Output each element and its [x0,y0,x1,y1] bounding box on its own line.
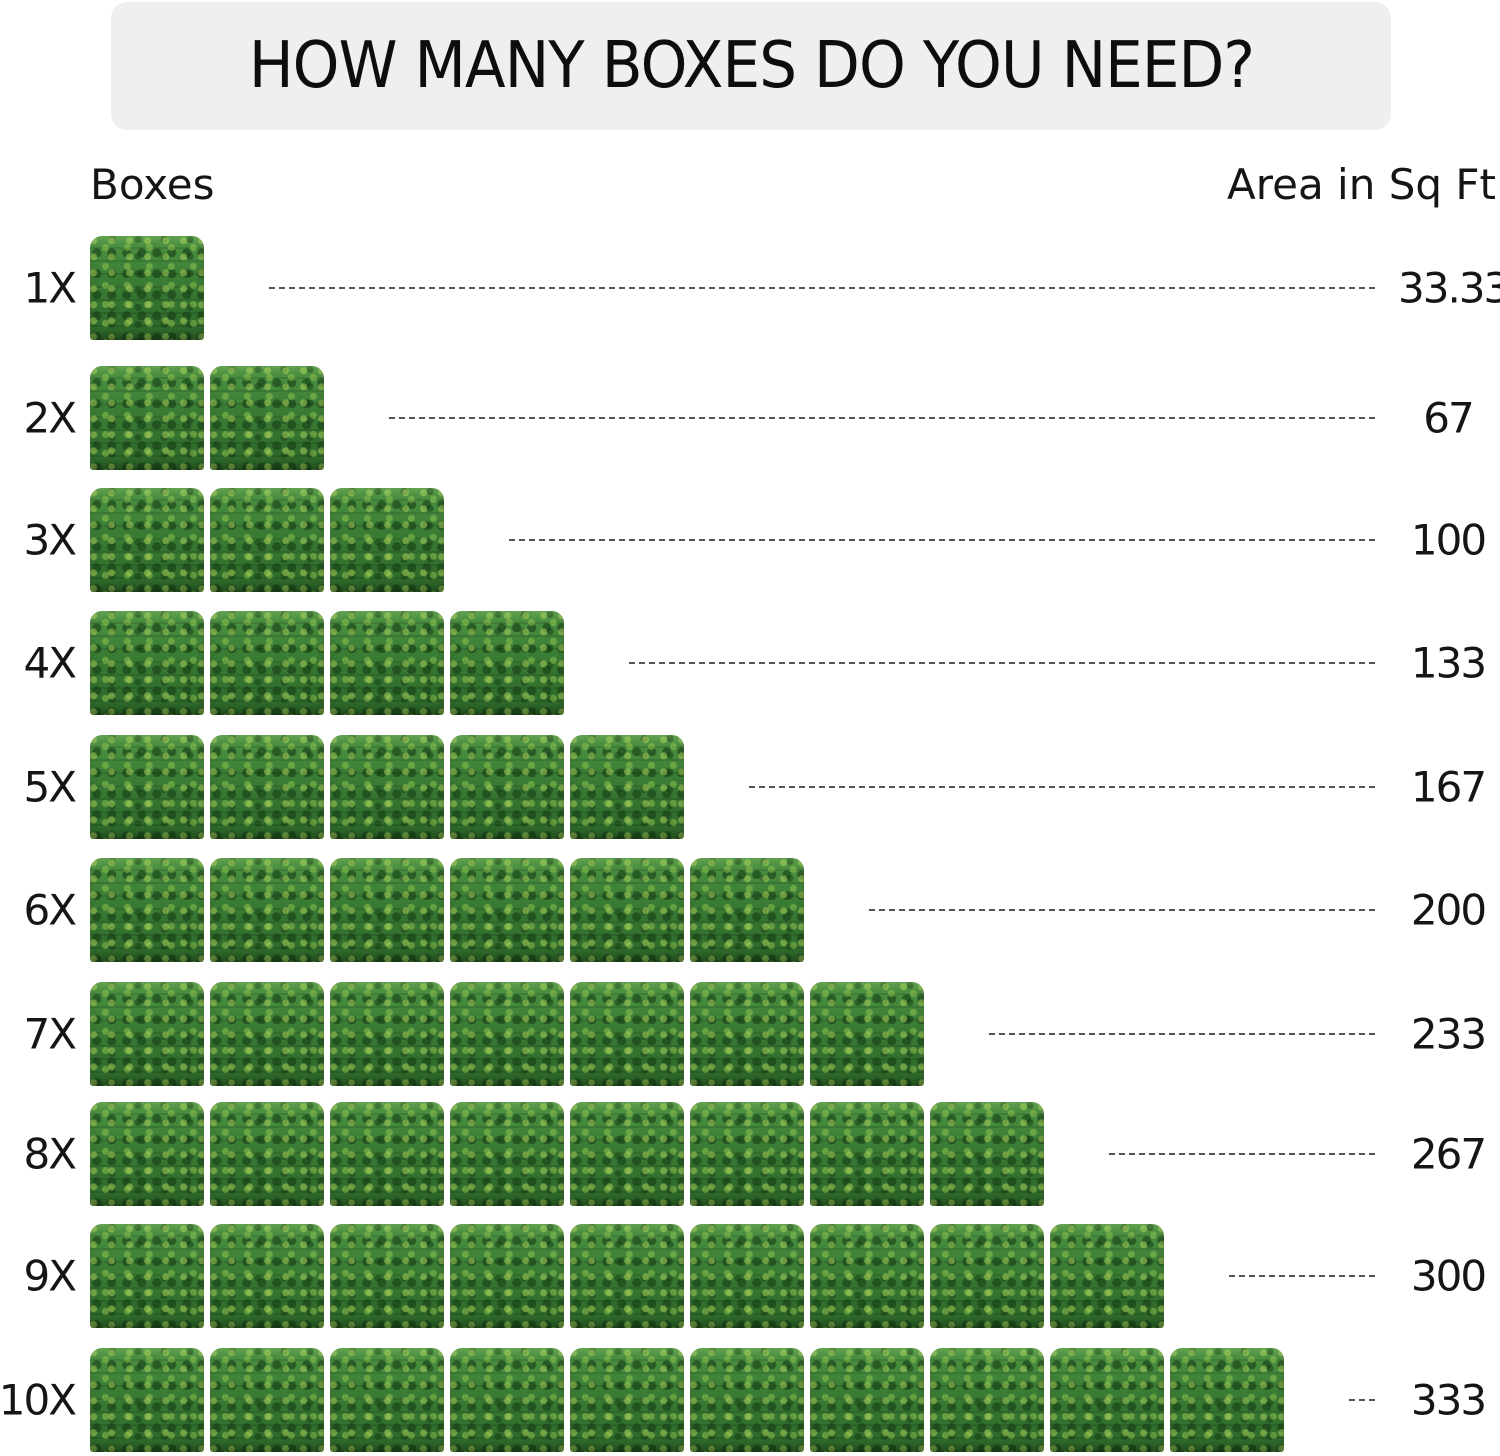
grass-panel-box-icon [690,1348,804,1452]
grass-panel-box-icon [210,735,324,839]
box-count-label: 8X [23,1129,77,1179]
area-value: 167 [1410,762,1487,812]
grass-panel-box-icon [690,1224,804,1328]
dashed-leader-line [629,662,1375,664]
area-value: 200 [1410,885,1487,935]
box-count-label: 9X [23,1251,77,1301]
dashed-leader-line [389,417,1375,419]
grass-panel-box-icon [1050,1224,1164,1328]
grass-panel-box-icon [330,982,444,1086]
grass-panel-box-icon [450,1348,564,1452]
grass-panel-box-icon [210,1224,324,1328]
grass-panel-box-icon [570,1348,684,1452]
grass-panel-box-icon [690,1102,804,1206]
area-value: 333 [1410,1375,1487,1425]
grass-panel-box-icon [450,1102,564,1206]
dashed-leader-line [989,1033,1375,1035]
dashed-leader-line [1109,1153,1375,1155]
grass-panel-box-icon [330,488,444,592]
grass-panel-box-icon [210,1102,324,1206]
area-value: 233 [1410,1009,1487,1059]
grass-panel-box-icon [1170,1348,1284,1452]
grass-panel-box-icon [90,1224,204,1328]
grass-panel-box-icon [330,858,444,962]
table-row: 8X 267 [0,1102,1500,1206]
dashed-leader-line [1349,1399,1375,1401]
box-count-label: 7X [23,1009,77,1059]
grass-panel-box-icon [90,858,204,962]
table-row: 7X 233 [0,982,1500,1086]
area-value: 267 [1410,1129,1487,1179]
grass-panel-box-icon [90,488,204,592]
grass-panel-box-icon [210,611,324,715]
grass-panel-box-icon [210,488,324,592]
grass-panel-box-icon [690,858,804,962]
page-title: HOW MANY BOXES DO YOU NEED? [248,29,1254,103]
box-count-label: 3X [23,515,77,565]
grass-panel-box-icon [450,611,564,715]
dashed-leader-line [749,786,1375,788]
table-row: 2X 67 [0,366,1500,470]
table-row: 1X 33.33 [0,236,1500,340]
title-banner: HOW MANY BOXES DO YOU NEED? [111,2,1391,130]
dashed-leader-line [509,539,1375,541]
area-value: 300 [1410,1251,1487,1301]
grass-panel-box-icon [90,611,204,715]
grass-panel-box-icon [570,1102,684,1206]
boxes-column-header: Boxes [90,160,215,209]
table-row: 10X 333 [0,1348,1500,1452]
grass-panel-box-icon [90,366,204,470]
grass-panel-box-icon [90,236,204,340]
table-row: 9X 300 [0,1224,1500,1328]
grass-panel-box-icon [90,1102,204,1206]
grass-panel-box-icon [90,982,204,1086]
grass-panel-box-icon [930,1224,1044,1328]
grass-panel-box-icon [330,611,444,715]
table-row: 4X 133 [0,611,1500,715]
area-value: 67 [1423,393,1474,443]
grass-panel-box-icon [570,858,684,962]
grass-panel-box-icon [690,982,804,1086]
table-row: 6X 200 [0,858,1500,962]
grass-panel-box-icon [810,1348,924,1452]
grass-panel-box-icon [810,982,924,1086]
grass-panel-box-icon [570,982,684,1086]
grass-panel-box-icon [810,1224,924,1328]
dashed-leader-line [869,909,1375,911]
grass-panel-box-icon [330,1348,444,1452]
grass-panel-box-icon [450,1224,564,1328]
area-column-header: Area in Sq Ft [1227,160,1496,209]
grass-panel-box-icon [210,366,324,470]
box-count-label: 2X [23,393,77,443]
box-count-label: 6X [23,885,77,935]
grass-panel-box-icon [450,982,564,1086]
grass-panel-box-icon [210,858,324,962]
box-count-label: 10X [0,1375,77,1425]
dashed-leader-line [269,287,1375,289]
table-row: 5X 167 [0,735,1500,839]
grass-panel-box-icon [210,982,324,1086]
grass-panel-box-icon [810,1102,924,1206]
box-count-label: 5X [23,762,77,812]
area-value: 33.33 [1398,263,1500,313]
grass-panel-box-icon [210,1348,324,1452]
grass-panel-box-icon [90,1348,204,1452]
box-count-label: 4X [23,638,77,688]
grass-panel-box-icon [330,1102,444,1206]
grass-panel-box-icon [570,1224,684,1328]
grass-panel-box-icon [330,1224,444,1328]
area-value: 133 [1410,638,1487,688]
dashed-leader-line [1229,1275,1375,1277]
grass-panel-box-icon [330,735,444,839]
grass-panel-box-icon [90,735,204,839]
area-value: 100 [1410,515,1487,565]
grass-panel-box-icon [570,735,684,839]
grass-panel-box-icon [930,1348,1044,1452]
grass-panel-box-icon [450,858,564,962]
box-count-label: 1X [23,263,77,313]
table-row: 3X 100 [0,488,1500,592]
grass-panel-box-icon [450,735,564,839]
grass-panel-box-icon [930,1102,1044,1206]
grass-panel-box-icon [1050,1348,1164,1452]
